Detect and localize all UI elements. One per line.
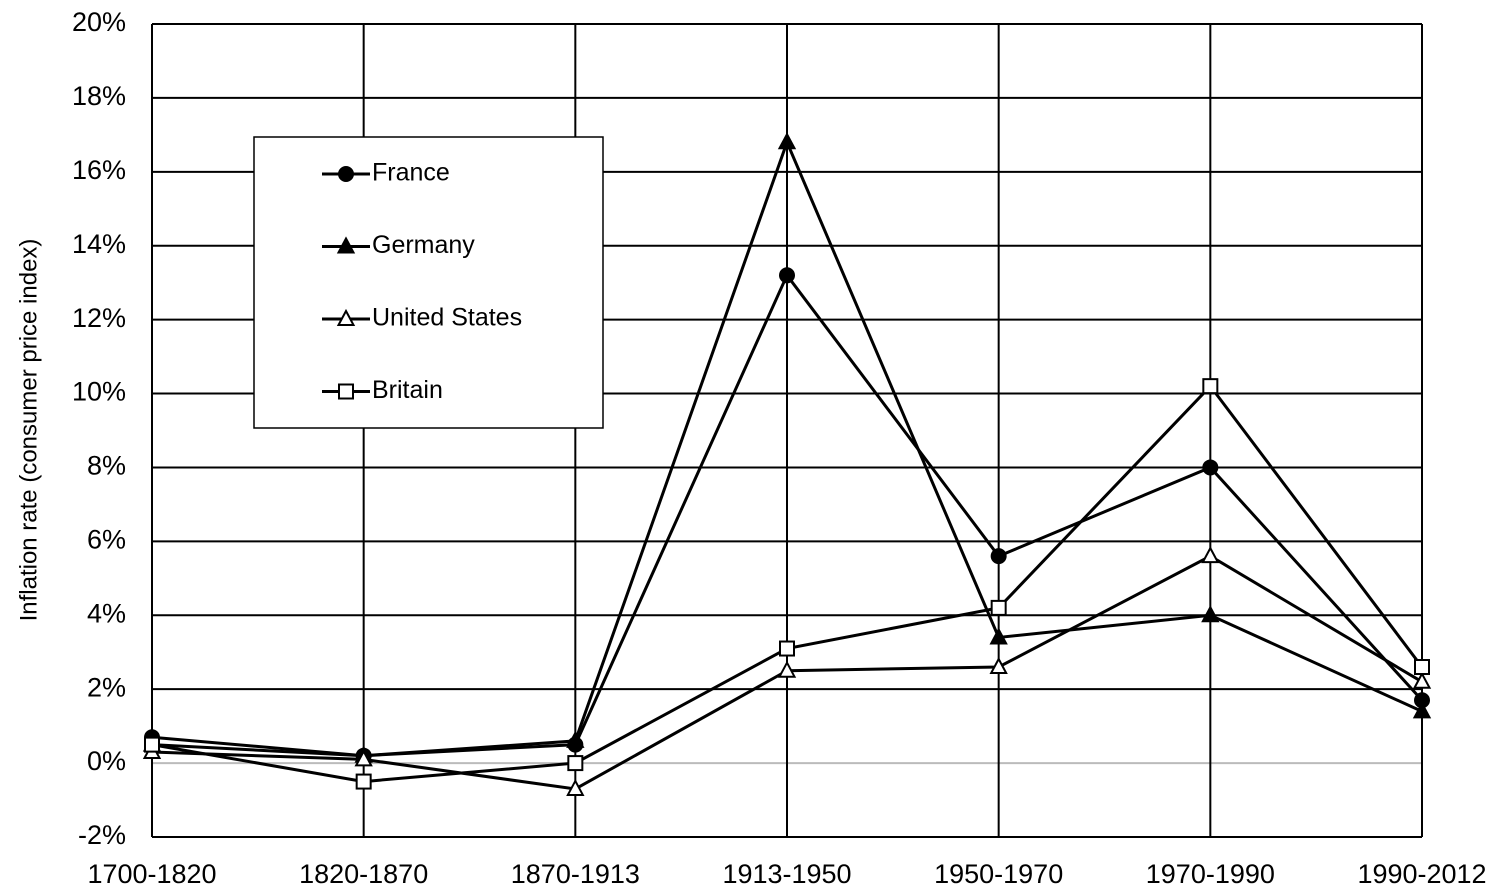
legend-marker (338, 383, 354, 400)
legend-marker (336, 236, 356, 254)
x-tick-label: 1700-1820 (87, 859, 216, 889)
data-point (144, 736, 160, 753)
y-tick-label: 20% (72, 7, 126, 37)
data-point (1414, 659, 1430, 676)
y-tick-label: 12% (72, 303, 126, 333)
data-point (566, 730, 585, 748)
y-tick-label: 8% (87, 451, 126, 481)
x-tick-label: 1820-1870 (299, 859, 428, 889)
data-point (1201, 546, 1220, 564)
legend-box (253, 136, 604, 429)
data-point (1202, 378, 1219, 395)
data-point (567, 755, 584, 772)
data-point (990, 599, 1007, 616)
legend-marker (338, 166, 354, 182)
data-point (989, 656, 1008, 675)
data-point (990, 548, 1007, 565)
y-tick-label: -2% (78, 820, 126, 850)
y-tick-label: 16% (72, 155, 126, 185)
legend-label: Britain (372, 376, 443, 404)
data-point (779, 640, 795, 657)
data-point (354, 749, 373, 767)
y-tick-label: 6% (87, 524, 126, 554)
x-tick-label: 1950-1970 (934, 859, 1063, 889)
data-point (355, 773, 372, 790)
legend-label: Germany (372, 231, 475, 259)
y-tick-label: 10% (72, 377, 126, 407)
legend-marker (336, 308, 356, 326)
data-point (777, 132, 797, 150)
x-tick-label: 1990-2012 (1357, 859, 1486, 889)
data-point (1201, 605, 1220, 623)
data-point (989, 627, 1008, 645)
data-point (566, 778, 585, 796)
y-tick-label: 2% (87, 672, 126, 702)
y-tick-label: 18% (72, 81, 126, 111)
x-tick-label: 1870-1913 (511, 859, 640, 889)
data-point (1202, 459, 1219, 476)
data-point (1412, 671, 1432, 689)
data-point (777, 660, 797, 678)
legend-label: France (372, 159, 450, 187)
y-axis-label: Inflation rate (consumer price index) (15, 239, 42, 622)
x-tick-label: 1913-1950 (722, 859, 851, 889)
data-point (779, 267, 795, 284)
x-tick-label: 1970-1990 (1146, 859, 1275, 889)
y-tick-label: 14% (72, 229, 126, 259)
data-point (1412, 701, 1432, 719)
y-tick-label: 4% (87, 598, 126, 628)
legend-label: United States (372, 304, 522, 332)
y-tick-label: 0% (87, 746, 126, 776)
